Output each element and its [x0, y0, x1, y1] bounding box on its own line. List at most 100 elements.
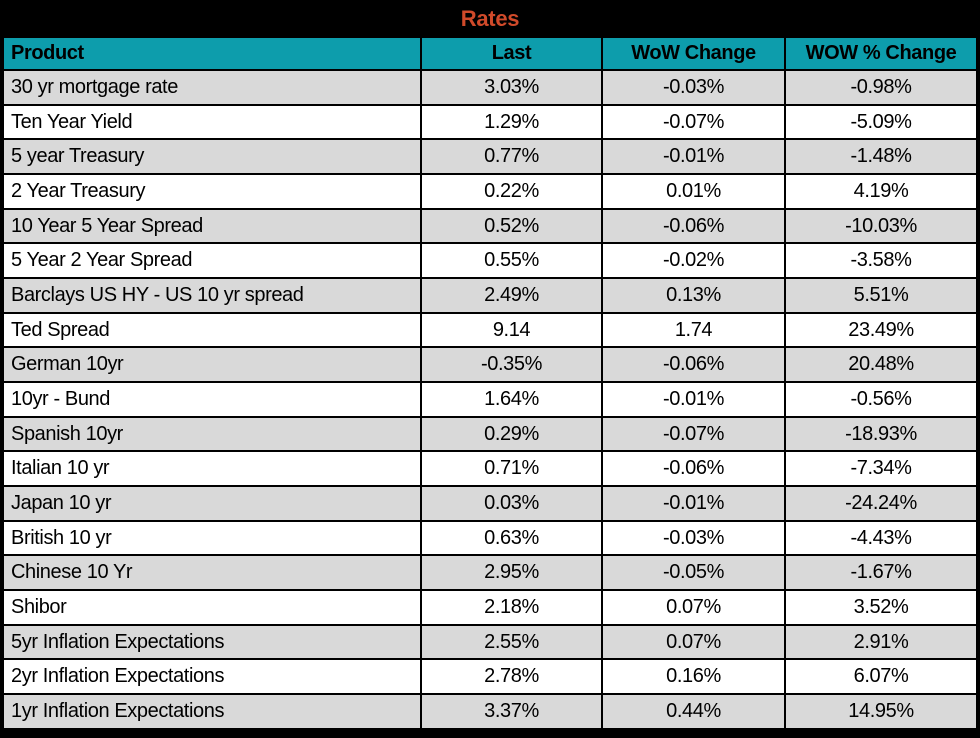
- cell-product: Japan 10 yr: [2, 485, 422, 522]
- table-row: Spanish 10yr 0.29% -0.07% -18.93%: [2, 415, 978, 453]
- cell-wow-pct-change: 6.07%: [784, 658, 978, 696]
- cell-wow-pct-change: -10.03%: [784, 207, 978, 245]
- cell-wow-change: -0.02%: [601, 242, 786, 280]
- cell-wow-change: -0.01%: [601, 138, 786, 176]
- cell-wow-pct-change: -0.98%: [784, 69, 978, 106]
- cell-wow-pct-change: -24.24%: [784, 485, 978, 522]
- cell-product: 5yr Inflation Expectations: [2, 623, 422, 661]
- cell-product: German 10yr: [2, 346, 422, 384]
- cell-wow-pct-change: 3.52%: [784, 589, 978, 626]
- table-row: British 10 yr 0.63% -0.03% -4.43%: [2, 519, 978, 557]
- cell-product: 1yr Inflation Expectations: [2, 693, 422, 730]
- cell-wow-change: -0.01%: [601, 381, 786, 418]
- cell-product: Spanish 10yr: [2, 415, 422, 453]
- table-row: Chinese 10 Yr 2.95% -0.05% -1.67%: [2, 554, 978, 592]
- cell-last: 2.18%: [420, 589, 603, 626]
- cell-last: 2.78%: [420, 658, 603, 696]
- table-row: Shibor 2.18% 0.07% 3.52%: [2, 589, 978, 626]
- cell-wow-change: -0.01%: [601, 485, 786, 522]
- cell-last: 0.52%: [420, 207, 603, 245]
- cell-last: 3.37%: [420, 693, 603, 730]
- cell-product: British 10 yr: [2, 519, 422, 557]
- cell-wow-pct-change: -3.58%: [784, 242, 978, 280]
- cell-product: Shibor: [2, 589, 422, 626]
- table-row: Japan 10 yr 0.03% -0.01% -24.24%: [2, 485, 978, 522]
- cell-wow-change: 0.01%: [601, 173, 786, 210]
- cell-product: 30 yr mortgage rate: [2, 69, 422, 106]
- cell-last: 2.55%: [420, 623, 603, 661]
- cell-product: 2yr Inflation Expectations: [2, 658, 422, 696]
- table-row: 2yr Inflation Expectations 2.78% 0.16% 6.07…: [2, 658, 978, 696]
- cell-last: 2.95%: [420, 554, 603, 592]
- cell-wow-pct-change: 4.19%: [784, 173, 978, 210]
- table-row: 30 yr mortgage rate 3.03% -0.03% -0.98%: [2, 69, 978, 106]
- cell-last: 0.03%: [420, 485, 603, 522]
- table-row: 5yr Inflation Expectations 2.55% 0.07% 2.91…: [2, 623, 978, 661]
- cell-wow-pct-change: -1.67%: [784, 554, 978, 592]
- table-row: German 10yr -0.35% -0.06% 20.48%: [2, 346, 978, 384]
- cell-product: 10 Year 5 Year Spread: [2, 207, 422, 245]
- cell-product: 2 Year Treasury: [2, 173, 422, 210]
- cell-last: 0.63%: [420, 519, 603, 557]
- cell-wow-change: -0.06%: [601, 450, 786, 488]
- table-row: Ten Year Yield 1.29% -0.07% -5.09%: [2, 103, 978, 141]
- table-title-bar: Rates: [2, 2, 978, 36]
- cell-wow-pct-change: 14.95%: [784, 693, 978, 730]
- cell-last: 0.71%: [420, 450, 603, 488]
- cell-wow-change: -0.03%: [601, 519, 786, 557]
- cell-wow-pct-change: 5.51%: [784, 277, 978, 314]
- rates-table: Product Last WoW Change WOW % Change 30 …: [2, 36, 978, 730]
- cell-last: 0.55%: [420, 242, 603, 280]
- cell-last: 1.29%: [420, 103, 603, 141]
- cell-product: Italian 10 yr: [2, 450, 422, 488]
- table-row: Ted Spread 9.14 1.74 23.49%: [2, 311, 978, 349]
- cell-product: Chinese 10 Yr: [2, 554, 422, 592]
- column-header-wow-change: WoW Change: [601, 36, 786, 71]
- cell-wow-pct-change: -5.09%: [784, 103, 978, 141]
- cell-wow-change: 1.74: [601, 311, 786, 349]
- cell-wow-change: -0.07%: [601, 103, 786, 141]
- cell-wow-pct-change: 2.91%: [784, 623, 978, 661]
- cell-wow-change: -0.06%: [601, 207, 786, 245]
- table-header-row: Product Last WoW Change WOW % Change: [2, 36, 978, 71]
- cell-last: 2.49%: [420, 277, 603, 314]
- cell-last: 0.22%: [420, 173, 603, 210]
- table-row: Italian 10 yr 0.71% -0.06% -7.34%: [2, 450, 978, 488]
- column-header-last: Last: [420, 36, 603, 71]
- cell-product: Barclays US HY - US 10 yr spread: [2, 277, 422, 314]
- cell-product: 5 year Treasury: [2, 138, 422, 176]
- cell-wow-change: -0.07%: [601, 415, 786, 453]
- table-row: 2 Year Treasury 0.22% 0.01% 4.19%: [2, 173, 978, 210]
- cell-last: 3.03%: [420, 69, 603, 106]
- cell-wow-pct-change: -4.43%: [784, 519, 978, 557]
- cell-wow-pct-change: -1.48%: [784, 138, 978, 176]
- table-row: 1yr Inflation Expectations 3.37% 0.44% 14.9…: [2, 693, 978, 730]
- cell-product: Ted Spread: [2, 311, 422, 349]
- cell-wow-change: 0.07%: [601, 589, 786, 626]
- table-title: Rates: [460, 6, 520, 31]
- table-row: Barclays US HY - US 10 yr spread 2.49% 0.1…: [2, 277, 978, 314]
- table-row: 5 Year 2 Year Spread 0.55% -0.02% -3.58%: [2, 242, 978, 280]
- cell-product: 5 Year 2 Year Spread: [2, 242, 422, 280]
- column-header-wow-pct-change: WOW % Change: [784, 36, 978, 71]
- column-header-product: Product: [2, 36, 422, 71]
- cell-last: 9.14: [420, 311, 603, 349]
- cell-wow-pct-change: 20.48%: [784, 346, 978, 384]
- cell-last: 0.29%: [420, 415, 603, 453]
- cell-wow-pct-change: 23.49%: [784, 311, 978, 349]
- cell-wow-pct-change: -7.34%: [784, 450, 978, 488]
- cell-product: 10yr - Bund: [2, 381, 422, 418]
- cell-wow-change: 0.16%: [601, 658, 786, 696]
- cell-wow-change: -0.05%: [601, 554, 786, 592]
- cell-wow-change: -0.06%: [601, 346, 786, 384]
- table-row: 5 year Treasury 0.77% -0.01% -1.48%: [2, 138, 978, 176]
- cell-wow-pct-change: -18.93%: [784, 415, 978, 453]
- cell-wow-pct-change: -0.56%: [784, 381, 978, 418]
- table-row: 10yr - Bund 1.64% -0.01% -0.56%: [2, 381, 978, 418]
- cell-wow-change: 0.44%: [601, 693, 786, 730]
- rates-table-body: 30 yr mortgage rate 3.03% -0.03% -0.98% Ten …: [2, 69, 978, 730]
- cell-wow-change: 0.13%: [601, 277, 786, 314]
- cell-wow-change: 0.07%: [601, 623, 786, 661]
- cell-last: 0.77%: [420, 138, 603, 176]
